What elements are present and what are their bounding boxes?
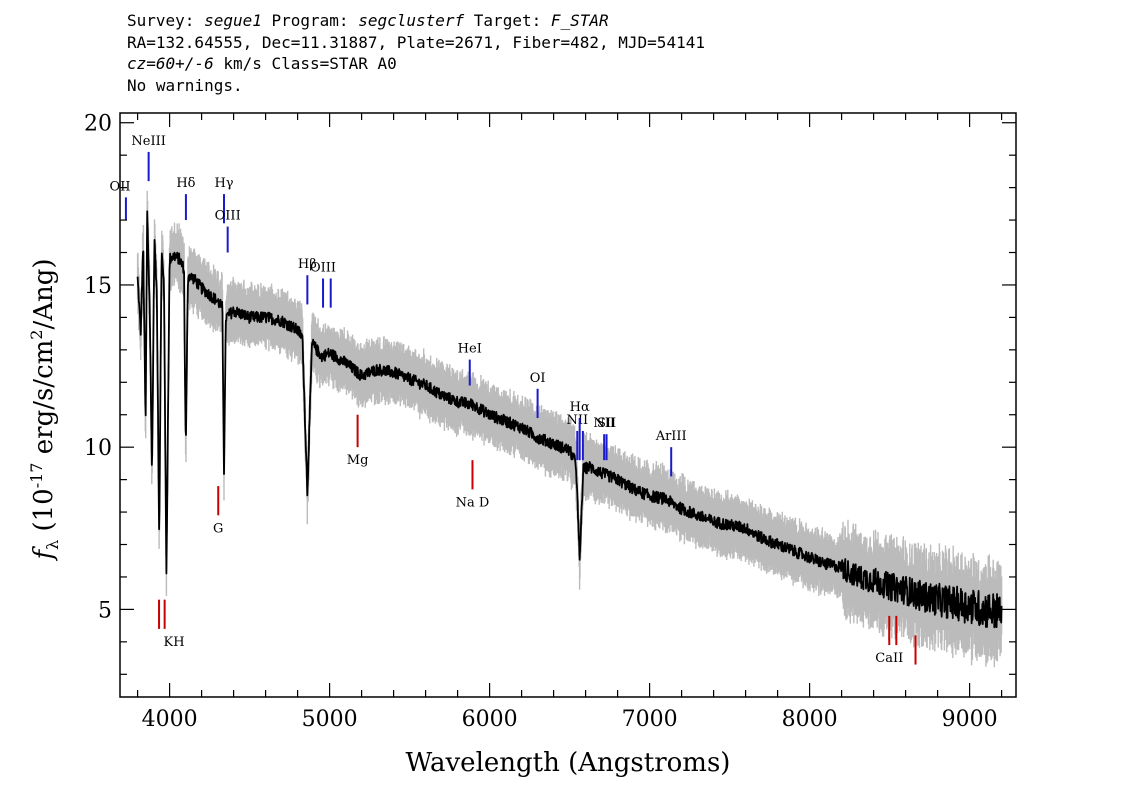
line-marker-label: Hδ <box>176 176 195 191</box>
line-marker-label: Hβ <box>298 257 317 272</box>
y-tick-label: 20 <box>84 112 112 137</box>
coordinates-line: RA=132.64555, Dec=11.31887, Plate=2671, … <box>127 32 705 52</box>
x-axis-title: Wavelength (Angstroms) <box>406 748 731 778</box>
y-tick-label: 15 <box>84 274 112 299</box>
line-marker-label: Hα <box>570 400 590 415</box>
x-tick-label: 4000 <box>142 707 198 732</box>
y-tick-label: 5 <box>98 598 112 623</box>
flux-error-band <box>136 190 1003 668</box>
line-marker-label: ArIII <box>655 429 687 444</box>
line-marker-label: CaII <box>875 651 903 666</box>
line-marker-label: NII <box>593 416 615 431</box>
line-marker-label: SII <box>597 416 616 431</box>
line-marker-label: OIII <box>215 209 241 224</box>
x-tick-label: 8000 <box>782 707 838 732</box>
line-marker-label: G <box>213 521 223 536</box>
flux-series <box>136 210 1003 629</box>
x-tick-label: 9000 <box>942 707 998 732</box>
line-marker-label: KH <box>164 635 185 650</box>
line-marker-label: Hγ <box>214 176 233 191</box>
y-axis-title: fλ (10-17 erg/s/cm2/Ang) <box>27 258 62 561</box>
line-marker-label: NeIII <box>131 134 165 149</box>
line-marker-label: HeI <box>458 342 482 357</box>
survey-line: Survey: segue1 Program: segclusterf Targ… <box>127 11 609 30</box>
x-tick-label: 7000 <box>622 707 678 732</box>
warnings-line: No warnings. <box>127 75 243 95</box>
y-tick-label: 10 <box>84 436 112 461</box>
axis-ticks: 4000 5000 6000 7000 8000 9000 5 10 15 20 <box>84 112 1016 732</box>
spectrum-header: Survey: segue1 Program: segclusterf Targ… <box>127 10 705 96</box>
line-marker-label: OI <box>530 371 546 386</box>
flux-line <box>136 210 1003 629</box>
plot-frame <box>119 112 1017 698</box>
line-marker-label: Na D <box>456 495 490 510</box>
line-marker-label: Mg <box>347 453 369 468</box>
line-marker-label: NII <box>566 413 588 428</box>
x-tick-label: 6000 <box>462 707 518 732</box>
error-band <box>136 190 1003 668</box>
x-tick-label: 5000 <box>302 707 358 732</box>
redshift-class-line: cz=60+/-6 km/s Class=STAR A0 <box>127 54 397 73</box>
line-marker-label: OIII <box>310 260 336 275</box>
